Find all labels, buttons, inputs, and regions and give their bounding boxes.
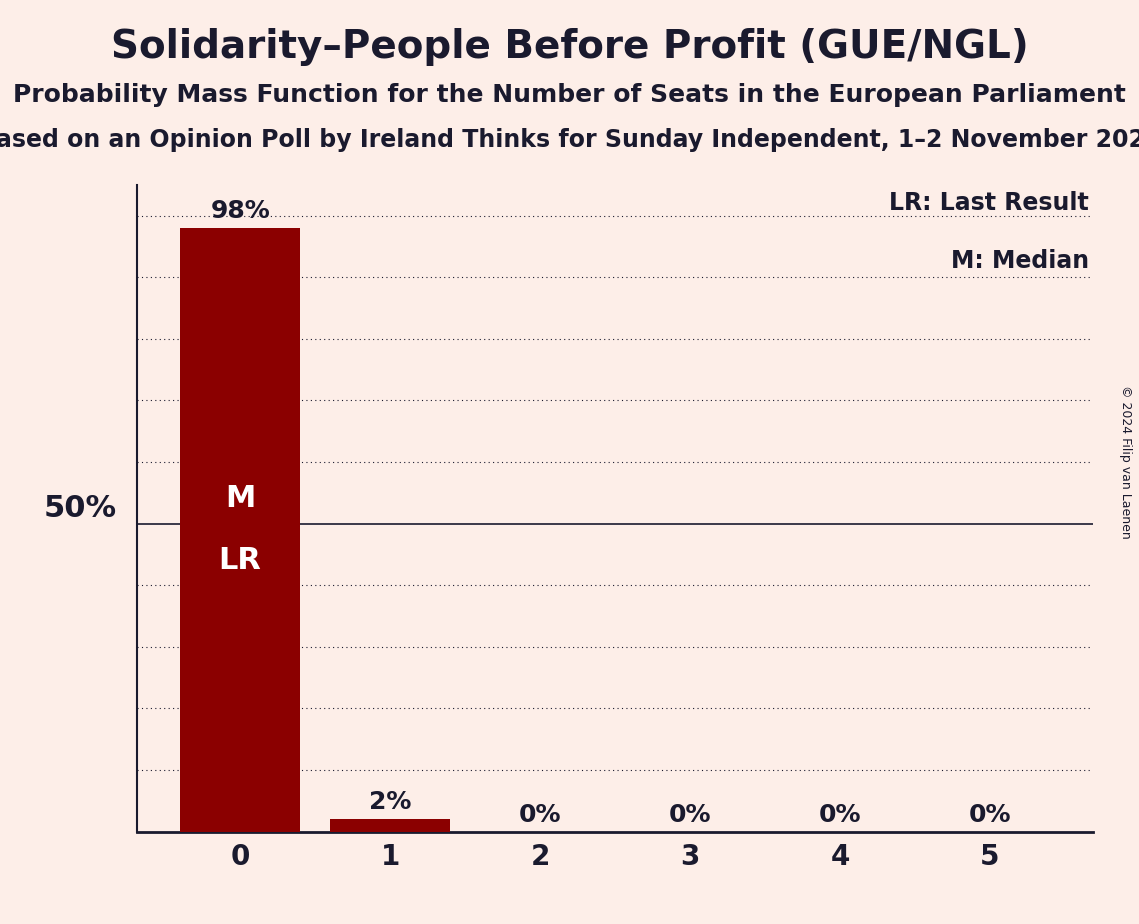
Text: M: M [226,484,255,514]
Text: Based on an Opinion Poll by Ireland Thinks for Sunday Independent, 1–2 November : Based on an Opinion Poll by Ireland Thin… [0,128,1139,152]
Text: LR: Last Result: LR: Last Result [888,191,1089,215]
Text: M: Median: M: Median [951,249,1089,274]
Text: 0%: 0% [669,803,711,827]
Text: Solidarity–People Before Profit (GUE/NGL): Solidarity–People Before Profit (GUE/NGL… [110,28,1029,66]
Text: 98%: 98% [211,199,270,223]
Text: 2%: 2% [369,790,411,814]
Text: 0%: 0% [968,803,1011,827]
Text: 0%: 0% [819,803,861,827]
Text: LR: LR [219,546,262,575]
Bar [330,820,450,832]
Text: © 2024 Filip van Laenen: © 2024 Filip van Laenen [1118,385,1132,539]
Text: 50%: 50% [43,493,116,523]
Bar [180,228,301,832]
Text: Probability Mass Function for the Number of Seats in the European Parliament: Probability Mass Function for the Number… [13,83,1126,107]
Text: 0%: 0% [519,803,562,827]
